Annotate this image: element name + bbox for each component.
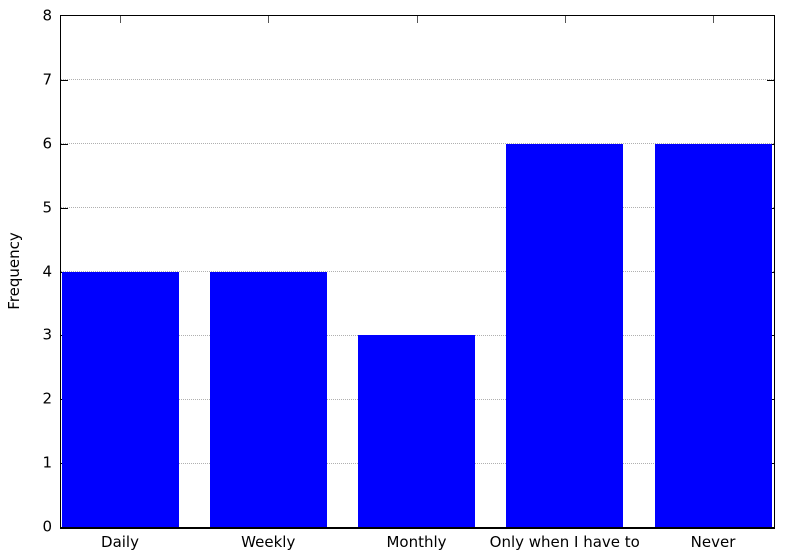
y-tick-mark-left bbox=[61, 79, 68, 81]
y-tick-mark-left bbox=[61, 143, 68, 145]
y-tick-label: 2 bbox=[42, 389, 52, 408]
x-tick-label-never: Never bbox=[690, 533, 736, 551]
y-gridline bbox=[61, 271, 774, 272]
y-tick-label: 3 bbox=[42, 325, 52, 344]
y-tick-label: 8 bbox=[42, 6, 52, 25]
y-tick-label: 5 bbox=[42, 198, 52, 217]
x-tick-mark-top bbox=[268, 16, 270, 23]
y-tick-label: 4 bbox=[42, 262, 52, 280]
x-tick-label-only-when-i-have-to: Only when I have to bbox=[489, 533, 640, 551]
x-tick-mark-top bbox=[713, 16, 714, 23]
x-tick-label-monthly: Monthly bbox=[386, 533, 447, 551]
x-tick-mark-top bbox=[416, 16, 418, 23]
y-tick-label: 0 bbox=[42, 517, 52, 536]
y-tick-label: 6 bbox=[42, 134, 52, 153]
y-tick-mark-left bbox=[61, 207, 68, 209]
bar-monthly bbox=[358, 335, 475, 527]
bar-never bbox=[654, 143, 772, 527]
y-tick-mark-right bbox=[767, 79, 774, 81]
y-gridline bbox=[61, 79, 774, 81]
x-tick-mark-top bbox=[120, 16, 121, 23]
x-tick-label-weekly: Weekly bbox=[241, 533, 296, 551]
x-tick-mark-top bbox=[564, 16, 566, 23]
plot-area bbox=[60, 15, 775, 529]
bar-daily bbox=[61, 271, 179, 527]
y-gridline bbox=[61, 207, 774, 209]
y-tick-label: 1 bbox=[42, 453, 52, 472]
bar-only-when-i-have-to bbox=[506, 143, 624, 527]
x-tick-label-daily: Daily bbox=[101, 533, 139, 551]
bar-weekly bbox=[209, 271, 327, 527]
y-gridline bbox=[61, 143, 774, 145]
y-tick-label: 7 bbox=[42, 70, 52, 89]
